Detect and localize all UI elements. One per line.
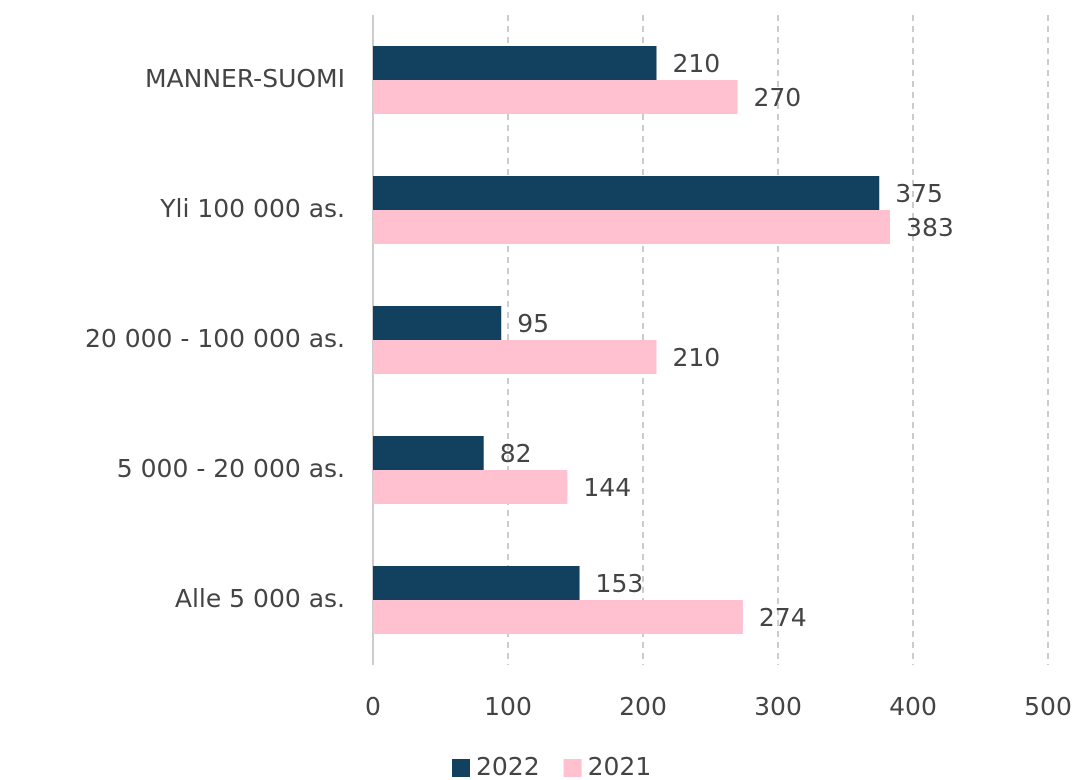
- bar: [373, 436, 484, 470]
- data-label: 82: [500, 439, 532, 468]
- y-tick-label: 5 000 - 20 000 as.: [117, 454, 345, 483]
- legend-swatch: [563, 759, 582, 777]
- bar: [373, 46, 657, 80]
- x-tick-label: 100: [484, 692, 532, 721]
- bar: [373, 210, 891, 244]
- data-label: 270: [754, 83, 802, 112]
- data-label: 144: [583, 473, 631, 502]
- bar: [373, 176, 880, 210]
- data-label: 375: [895, 179, 943, 208]
- data-label: 210: [673, 343, 721, 372]
- legend-label: 2022: [476, 752, 540, 780]
- y-tick-label: Yli 100 000 as.: [159, 194, 345, 223]
- x-tick-label: 0: [365, 692, 381, 721]
- data-label: 210: [673, 49, 721, 78]
- bar: [373, 600, 743, 634]
- y-tick-label: 20 000 - 100 000 as.: [85, 324, 345, 353]
- data-label: 274: [759, 603, 807, 632]
- bar: [373, 566, 580, 600]
- legend-swatch: [452, 759, 470, 777]
- x-tick-label: 500: [1024, 692, 1072, 721]
- bar: [373, 340, 657, 374]
- legend-label: 2021: [588, 752, 652, 780]
- x-tick-label: 400: [889, 692, 937, 721]
- x-tick-label: 200: [619, 692, 667, 721]
- data-label: 383: [906, 213, 954, 242]
- bar: [373, 306, 502, 340]
- data-label: 153: [596, 569, 644, 598]
- y-tick-label: MANNER-SUOMI: [145, 64, 345, 93]
- bar: [373, 80, 738, 114]
- y-tick-label: Alle 5 000 as.: [175, 584, 345, 613]
- bar: [373, 470, 568, 504]
- data-label: 95: [517, 309, 549, 338]
- x-tick-label: 300: [754, 692, 802, 721]
